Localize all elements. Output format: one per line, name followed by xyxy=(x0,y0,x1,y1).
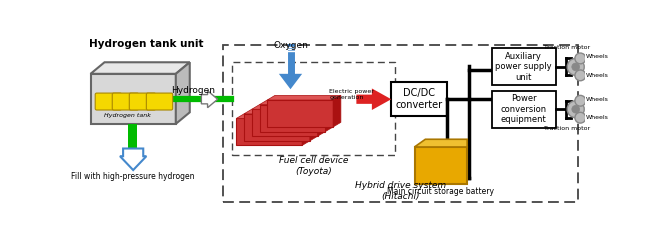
Circle shape xyxy=(575,70,586,81)
Polygon shape xyxy=(356,88,391,110)
Polygon shape xyxy=(415,139,467,147)
Text: Wheels: Wheels xyxy=(586,115,608,120)
Circle shape xyxy=(567,58,584,75)
Text: Hydrogen tank unit: Hydrogen tank unit xyxy=(89,39,203,49)
Text: Hydrogen tank: Hydrogen tank xyxy=(105,113,151,119)
Polygon shape xyxy=(202,91,218,108)
FancyBboxPatch shape xyxy=(112,93,138,110)
Bar xyxy=(233,62,395,155)
Bar xyxy=(252,109,318,136)
Bar xyxy=(128,124,137,148)
Bar xyxy=(259,105,326,131)
Circle shape xyxy=(572,105,580,113)
Polygon shape xyxy=(90,62,190,74)
Bar xyxy=(391,81,447,116)
Text: Electric power
generation: Electric power generation xyxy=(330,89,374,100)
Text: Power
conversion
equipment: Power conversion equipment xyxy=(500,94,547,124)
Text: Traction motor: Traction motor xyxy=(544,126,590,131)
Bar xyxy=(492,91,556,128)
Polygon shape xyxy=(318,105,326,136)
Text: Hybrid drive system
(Hitachi): Hybrid drive system (Hitachi) xyxy=(355,182,446,201)
Text: Fuel cell device
(Toyota): Fuel cell device (Toyota) xyxy=(279,156,348,176)
FancyBboxPatch shape xyxy=(95,93,122,110)
Circle shape xyxy=(567,101,584,118)
Bar xyxy=(90,74,176,124)
Polygon shape xyxy=(267,95,341,100)
Text: Wheels: Wheels xyxy=(586,97,608,102)
Text: Wheels: Wheels xyxy=(586,73,608,78)
Circle shape xyxy=(575,95,586,106)
Polygon shape xyxy=(236,114,310,119)
Bar xyxy=(244,114,310,141)
Bar xyxy=(492,48,556,85)
Bar xyxy=(267,100,333,127)
Circle shape xyxy=(575,53,586,64)
Text: Wheels: Wheels xyxy=(586,54,608,59)
Polygon shape xyxy=(259,100,333,105)
Polygon shape xyxy=(333,95,341,127)
Text: Traction motor: Traction motor xyxy=(544,45,590,50)
Bar xyxy=(415,147,467,184)
Polygon shape xyxy=(302,114,310,145)
Text: Auxiliary
power supply
unit: Auxiliary power supply unit xyxy=(495,52,552,82)
Bar xyxy=(236,119,302,145)
Polygon shape xyxy=(244,109,318,114)
Polygon shape xyxy=(120,148,146,170)
Polygon shape xyxy=(279,74,302,89)
Polygon shape xyxy=(310,109,318,141)
Polygon shape xyxy=(252,105,326,109)
Text: Main circuit storage battery: Main circuit storage battery xyxy=(387,187,495,196)
Text: Oxygen: Oxygen xyxy=(273,41,308,50)
Bar xyxy=(223,44,578,202)
Text: DC/DC
converter: DC/DC converter xyxy=(396,88,443,110)
Polygon shape xyxy=(176,62,190,124)
FancyBboxPatch shape xyxy=(146,93,173,110)
Circle shape xyxy=(575,112,586,123)
Text: Hydrogen: Hydrogen xyxy=(172,86,216,95)
Polygon shape xyxy=(326,100,333,131)
Text: Fill with high-pressure hydrogen: Fill with high-pressure hydrogen xyxy=(72,172,195,181)
Circle shape xyxy=(572,63,580,71)
FancyBboxPatch shape xyxy=(129,93,155,110)
